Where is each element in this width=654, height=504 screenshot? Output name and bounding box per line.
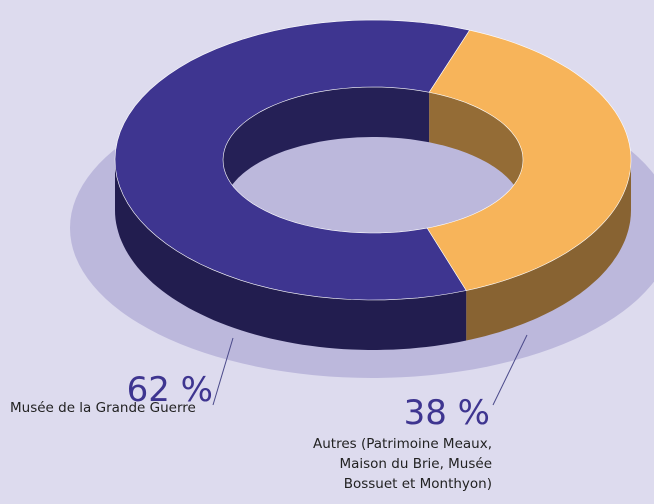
slice-inner-wall bbox=[223, 87, 430, 210]
leader-line bbox=[212, 337, 234, 406]
slice bbox=[426, 29, 632, 291]
slice-side bbox=[466, 160, 631, 341]
value-label: 62 % bbox=[126, 370, 213, 410]
slices bbox=[114, 19, 632, 350]
category-label: Autres (Patrimoine Meaux, Maison du Brie… bbox=[312, 436, 492, 492]
slice-side bbox=[115, 160, 467, 350]
category-label: Musée de la Grande Guerre bbox=[10, 400, 196, 416]
leader-line bbox=[492, 334, 528, 406]
value-label: 38 % bbox=[403, 393, 490, 433]
slice-inner-wall bbox=[429, 92, 523, 210]
